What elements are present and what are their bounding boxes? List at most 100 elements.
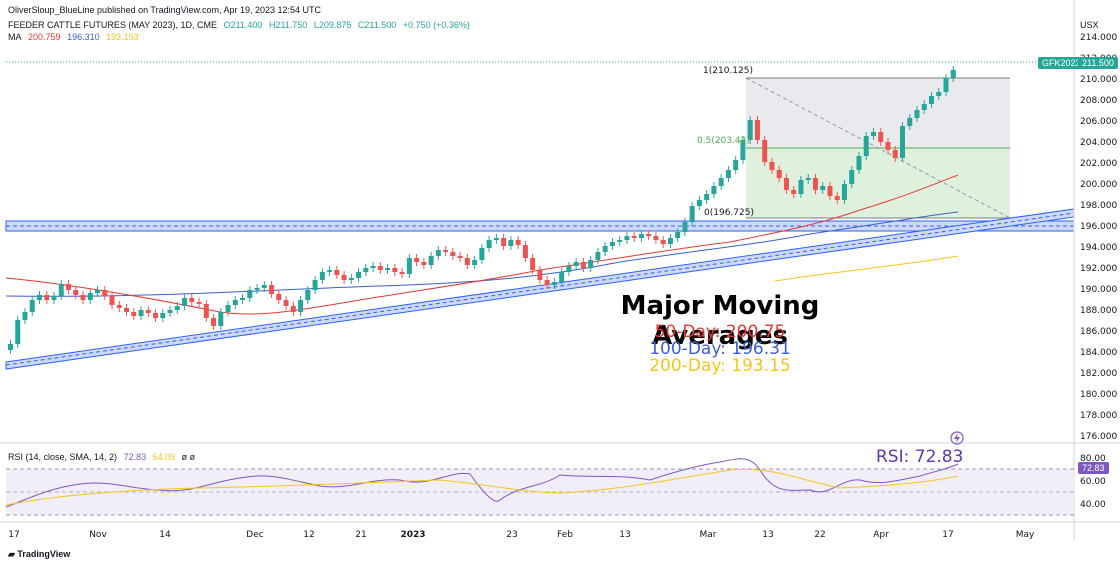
candle-body — [385, 268, 391, 270]
time-axis-tick: Dec — [246, 530, 263, 540]
candle-body — [160, 313, 166, 318]
candle-body — [573, 262, 579, 266]
candle-body — [928, 96, 934, 104]
last-price-tag: 211.500 — [1078, 57, 1118, 69]
candle-body — [421, 262, 427, 265]
candle-body — [711, 186, 717, 194]
candle-body — [820, 186, 826, 190]
candle-body — [508, 240, 514, 246]
price-axis-tick: 178.000 — [1080, 411, 1117, 421]
candle-body — [370, 266, 376, 268]
candle-body — [153, 313, 159, 318]
price-axis-tick: 192.000 — [1080, 264, 1117, 274]
candle-body — [638, 234, 644, 238]
fib-diagonal — [745, 77, 1011, 219]
candle-body — [218, 312, 224, 326]
candle-body — [348, 278, 354, 280]
price-axis-tick: 194.000 — [1080, 243, 1117, 253]
candle-body — [921, 104, 927, 110]
candle-body — [936, 92, 942, 96]
candle-body — [428, 256, 434, 265]
candle-body — [791, 190, 797, 194]
fib-top-label: 1(210.125) — [703, 66, 753, 76]
time-axis-tick: May — [1016, 530, 1035, 540]
time-axis-tick: 22 — [814, 530, 825, 540]
candle-body — [733, 160, 739, 170]
candle-body — [609, 242, 615, 246]
rsi-axis[interactable]: 80.00 60.00 40.00 — [1080, 454, 1106, 510]
rsi-line — [5, 458, 959, 508]
alert-lightning-icon[interactable] — [950, 431, 964, 445]
candle-body — [95, 290, 101, 293]
time-axis-tick: 21 — [355, 530, 366, 540]
candle-body — [667, 238, 673, 244]
candle-body — [588, 260, 594, 268]
candle-body — [435, 250, 441, 256]
time-axis-tick: 13 — [762, 530, 773, 540]
annotation-ma50: 50-Day: 200.75 — [654, 322, 786, 342]
candle-body — [305, 290, 311, 300]
candle-body — [544, 280, 550, 285]
candle-body — [653, 236, 659, 240]
time-axis-tick: Nov — [89, 530, 107, 540]
annotation-title: Major Moving Averages — [620, 291, 820, 351]
candle-body — [457, 256, 463, 258]
price-axis-tick: 186.000 — [1080, 327, 1117, 337]
price-axis-tick: 182.000 — [1080, 369, 1117, 379]
rsi-value-tag: 72.83 — [1078, 462, 1109, 474]
candle-body — [646, 234, 652, 236]
candle-body — [914, 110, 920, 118]
symbol-name[interactable]: FEEDER CATTLE FUTURES (MAY 2023), 1D, CM… — [8, 20, 218, 30]
candle-body — [559, 272, 565, 282]
candle-body — [377, 266, 383, 270]
ma-value-200: 193.153 — [106, 32, 139, 42]
candle-body — [189, 298, 195, 302]
candle-body — [878, 132, 884, 142]
time-axis-tick: 13 — [619, 530, 630, 540]
candle-body — [312, 280, 318, 290]
tradingview-logo[interactable]: ▰ TradingView — [8, 549, 70, 560]
candle-body — [464, 258, 470, 265]
price-axis-tick: 206.000 — [1080, 117, 1117, 127]
time-axis-tick: 17 — [8, 530, 19, 540]
rsi-label: RSI (14, close, SMA, 14, 2) — [8, 452, 118, 462]
ma-value-100: 196.310 — [67, 32, 100, 42]
candle-body — [631, 236, 637, 238]
candle-body — [689, 206, 695, 222]
candle-body — [298, 300, 304, 312]
candle-body — [551, 282, 557, 285]
candle-body — [675, 232, 681, 238]
candle-body — [247, 290, 253, 298]
candle-body — [276, 294, 282, 300]
time-axis-tick: 14 — [159, 530, 171, 540]
candle-body — [718, 178, 724, 186]
candle-body — [624, 236, 630, 240]
candle-body — [203, 304, 209, 318]
time-axis[interactable]: 17 Nov 14 Dec 12 21 2023 23 Feb 13 Mar 13 22 Apr 17 May — [8, 530, 1035, 540]
candle-body — [399, 272, 405, 274]
ma-legend[interactable]: MA 200.759 196.310 193.153 — [8, 32, 143, 42]
price-axis-tick: 190.000 — [1080, 285, 1117, 295]
candle-body — [196, 302, 202, 304]
candle-body — [102, 290, 108, 296]
price-axis[interactable]: 214.000212.000210.000208.000206.000204.0… — [1080, 33, 1117, 442]
currency-label: USX — [1080, 20, 1099, 30]
candle-body — [138, 310, 144, 316]
candle-body — [22, 312, 28, 320]
candle-body — [116, 305, 122, 308]
candle-body — [515, 240, 521, 245]
candle-body — [341, 275, 347, 280]
candle-body — [950, 70, 956, 78]
price-axis-tick: 184.000 — [1080, 348, 1117, 358]
price-axis-tick: 208.000 — [1080, 96, 1117, 106]
candle-body — [595, 252, 601, 260]
candle-body — [131, 312, 137, 316]
price-axis-tick: 176.000 — [1080, 432, 1117, 442]
price-axis-tick: 180.000 — [1080, 390, 1117, 400]
rsi-sma-line — [5, 468, 959, 506]
candle-body — [58, 284, 64, 296]
rsi-legend[interactable]: RSI (14, close, SMA, 14, 2) 72.83 64.09 … — [8, 452, 199, 462]
candle-body — [943, 78, 949, 92]
candle-body — [682, 222, 688, 232]
